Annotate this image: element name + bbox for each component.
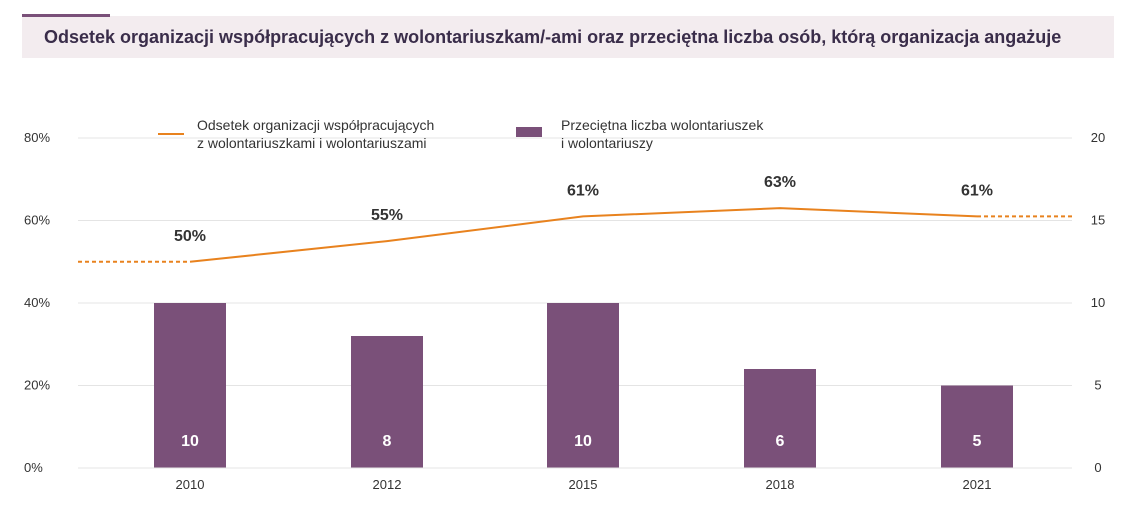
- line-data-label: 55%: [371, 207, 403, 224]
- x-tick-label: 2015: [569, 477, 598, 492]
- bar: [154, 303, 226, 468]
- bar: [941, 385, 1013, 468]
- bar-data-label: 10: [181, 433, 199, 450]
- bar-data-label: 6: [776, 433, 785, 450]
- legend-line-label: z wolontariuszkami i wolontariuszami: [197, 135, 427, 151]
- x-tick-label: 2010: [176, 477, 205, 492]
- y-right-tick-label: 20: [1091, 130, 1105, 145]
- x-tick-label: 2021: [963, 477, 992, 492]
- bar: [744, 369, 816, 468]
- x-tick-label: 2018: [766, 477, 795, 492]
- y-left-tick-label: 20%: [24, 378, 50, 393]
- y-left-tick-label: 80%: [24, 130, 50, 145]
- chart-title: Odsetek organizacji współpracujących z w…: [44, 27, 1062, 47]
- y-left-tick-label: 0%: [24, 460, 43, 475]
- bar: [547, 303, 619, 468]
- title-band: [22, 16, 1114, 58]
- line-data-label: 50%: [174, 228, 206, 245]
- bar: [351, 336, 423, 468]
- y-right-tick-label: 5: [1094, 378, 1101, 393]
- y-left-tick-label: 60%: [24, 213, 50, 228]
- bar-data-label: 10: [574, 433, 592, 450]
- line-series: [189, 207, 978, 263]
- bar-data-label: 5: [973, 433, 982, 450]
- bar-data-label: 8: [383, 433, 392, 450]
- y-right-tick-label: 10: [1091, 295, 1105, 310]
- legend-bar-label: i wolontariuszy: [561, 135, 653, 151]
- title-accent-bar: [22, 14, 110, 17]
- line-data-label: 61%: [567, 182, 599, 199]
- y-right-tick-label: 0: [1094, 460, 1101, 475]
- x-tick-label: 2012: [373, 477, 402, 492]
- y-right-tick-label: 15: [1091, 213, 1105, 228]
- y-left-tick-label: 40%: [24, 295, 50, 310]
- line-data-label: 61%: [961, 182, 993, 199]
- legend-bar-swatch: [516, 127, 542, 137]
- line-data-label: 63%: [764, 174, 796, 191]
- legend-bar-label: Przeciętna liczba wolontariuszek: [561, 117, 764, 133]
- legend-line-label: Odsetek organizacji współpracujących: [197, 117, 434, 133]
